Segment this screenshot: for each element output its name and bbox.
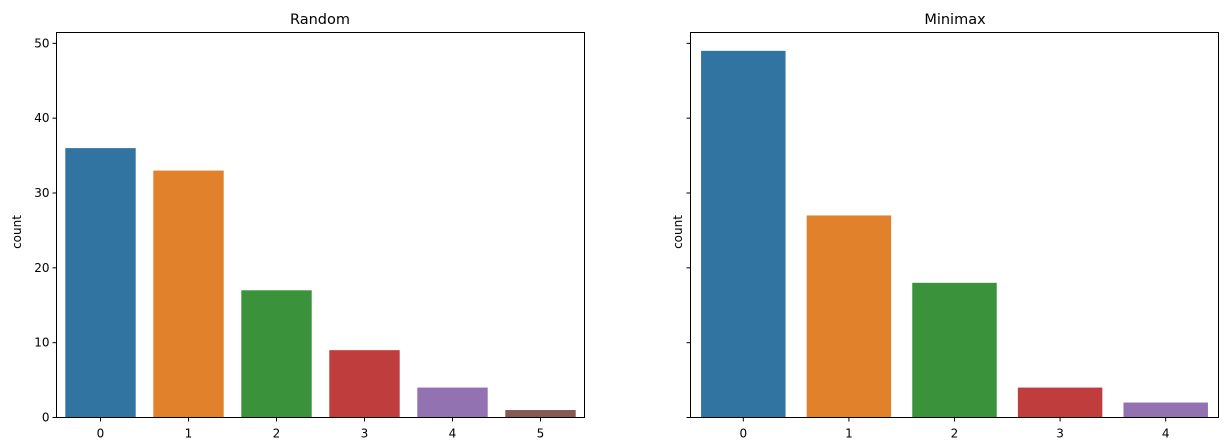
random-y-tick-label: 50 — [34, 36, 49, 50]
random-y-tick-label: 30 — [34, 186, 49, 200]
random-x-tick-label: 1 — [185, 427, 193, 441]
random-y-tick-label: 20 — [34, 261, 49, 275]
random-bar-1 — [153, 170, 224, 418]
random-bar-2 — [241, 290, 312, 418]
minimax-x-tick-label: 1 — [845, 427, 853, 441]
minimax-plot-frame — [690, 32, 1219, 418]
random-y-axis-label: count — [10, 215, 24, 249]
random-x-ticks: 0 1 2 3 4 5 — [97, 417, 545, 441]
random-x-tick-label: 2 — [273, 427, 281, 441]
minimax-x-tick-label: 2 — [951, 427, 959, 441]
minimax-y-ticks — [686, 42, 691, 418]
random-bar-4 — [417, 387, 488, 418]
minimax-x-tick-label: 0 — [739, 427, 747, 441]
random-x-tick-label: 3 — [361, 427, 369, 441]
minimax-bar-4 — [1123, 402, 1208, 418]
random-bar-5 — [505, 410, 576, 418]
minimax-chart-panel: Minimax count 0 1 2 3 4 — [671, 12, 1219, 441]
minimax-bar-2 — [912, 282, 997, 418]
random-chart-title: Random — [290, 12, 350, 28]
minimax-bar-3 — [1017, 387, 1103, 418]
minimax-x-ticks: 0 1 2 3 4 — [739, 417, 1170, 441]
random-plot-frame — [56, 32, 585, 418]
random-bar-0 — [65, 148, 136, 418]
random-x-tick-label: 0 — [97, 427, 105, 441]
minimax-bar-1 — [806, 215, 892, 418]
random-bar-3 — [329, 350, 400, 418]
minimax-bars — [701, 50, 1208, 418]
minimax-y-axis-label: count — [671, 215, 685, 249]
minimax-x-tick-label: 3 — [1056, 427, 1064, 441]
random-y-tick-label: 10 — [34, 336, 49, 350]
minimax-x-tick-label: 4 — [1162, 427, 1170, 441]
random-bars — [65, 148, 576, 418]
random-y-tick-label: 0 — [42, 411, 50, 425]
minimax-bar-0 — [701, 50, 786, 418]
random-y-tick-label: 40 — [34, 111, 49, 125]
random-x-tick-label: 5 — [537, 427, 545, 441]
random-y-ticks: 0 10 20 30 40 50 — [34, 36, 57, 425]
random-x-tick-label: 4 — [449, 427, 457, 441]
minimax-chart-title: Minimax — [924, 12, 986, 28]
random-chart-panel: Random count 0 10 20 30 40 50 0 1 2 3 4 5 — [10, 12, 585, 441]
